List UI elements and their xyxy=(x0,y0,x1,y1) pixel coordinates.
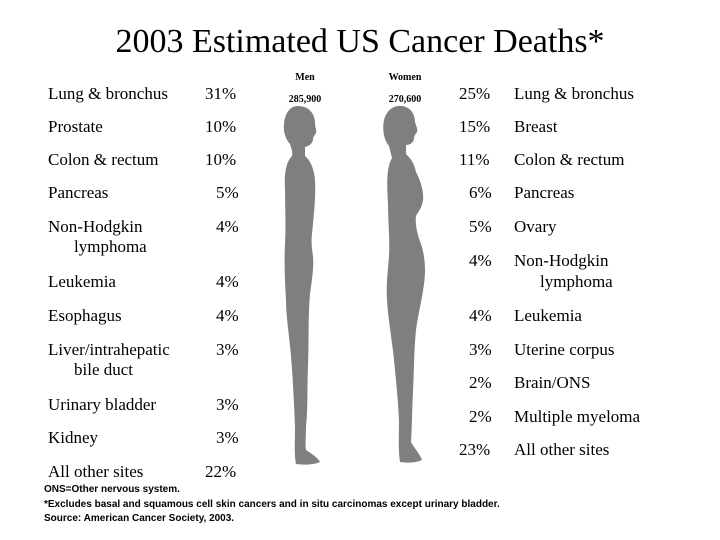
women-row-label: Uterine corpus xyxy=(514,340,615,359)
men-row-pct: 3% xyxy=(216,428,239,447)
men-row-pct: 3% xyxy=(216,340,239,359)
women-row-pct: 11% xyxy=(459,150,490,169)
women-row-pct: 3% xyxy=(469,340,492,359)
men-row-label: Prostate xyxy=(48,117,103,136)
women-row-label: Non-Hodgkin xyxy=(514,251,609,270)
men-row-pct: 10% xyxy=(205,150,237,169)
men-row-label-cont: lymphoma xyxy=(74,237,147,256)
men-row-pct: 4% xyxy=(216,217,239,236)
men-row-pct: 4% xyxy=(216,272,239,291)
women-row-label: Colon & rectum xyxy=(514,150,625,169)
women-total: 270,600 xyxy=(388,94,422,105)
women-row-pct: 15% xyxy=(459,117,491,136)
women-row-label: Lung & bronchus xyxy=(514,84,634,103)
women-row-label: Breast xyxy=(514,117,558,136)
women-row-pct: 6% xyxy=(469,183,492,202)
women-row-pct: 2% xyxy=(469,373,492,392)
women-row-label: Brain/ONS xyxy=(514,373,591,392)
footnote-source: Source: American Cancer Society, 2003. xyxy=(44,513,235,524)
men-row-label: Urinary bladder xyxy=(48,395,157,414)
women-row-label: Leukemia xyxy=(514,306,582,325)
men-header: Men xyxy=(295,72,315,83)
men-row-label: Esophagus xyxy=(48,306,122,325)
men-row-pct: 31% xyxy=(205,84,237,103)
women-header: Women xyxy=(388,72,422,83)
men-total: 285,900 xyxy=(288,94,322,105)
male-silhouette-icon xyxy=(283,106,320,465)
women-row-pct: 23% xyxy=(459,440,491,459)
women-row-label-cont: lymphoma xyxy=(540,272,613,291)
women-row-label: All other sites xyxy=(514,440,610,459)
men-row-label: Liver/intrahepatic xyxy=(48,340,170,359)
female-silhouette-icon xyxy=(383,105,425,463)
women-row-label: Ovary xyxy=(514,217,557,236)
women-row-pct: 5% xyxy=(469,217,492,236)
women-row-pct: 4% xyxy=(469,251,492,270)
men-row-pct: 4% xyxy=(216,306,239,325)
women-row-label: Multiple myeloma xyxy=(514,407,641,426)
men-row-pct: 5% xyxy=(216,183,239,202)
women-row-label: Pancreas xyxy=(514,183,575,202)
men-row-pct: 22% xyxy=(205,462,237,481)
footnote-excludes: *Excludes basal and squamous cell skin c… xyxy=(44,499,500,510)
men-row-label: Kidney xyxy=(48,428,99,447)
women-row-pct: 25% xyxy=(459,84,491,103)
footnote-ons: ONS=Other nervous system. xyxy=(44,484,180,495)
men-row-label: Non-Hodgkin xyxy=(48,217,143,236)
women-row-pct: 4% xyxy=(469,306,492,325)
men-row-label: Colon & rectum xyxy=(48,150,159,169)
men-row-label-cont: bile duct xyxy=(74,360,134,379)
women-row-pct: 2% xyxy=(469,407,492,426)
men-row-label: Lung & bronchus xyxy=(48,84,168,103)
men-row-label: Leukemia xyxy=(48,272,116,291)
men-row-label: All other sites xyxy=(48,462,144,481)
men-row-pct: 3% xyxy=(216,395,239,414)
men-row-label: Pancreas xyxy=(48,183,109,202)
page-title: 2003 Estimated US Cancer Deaths* xyxy=(115,23,605,60)
men-row-pct: 10% xyxy=(205,117,237,136)
